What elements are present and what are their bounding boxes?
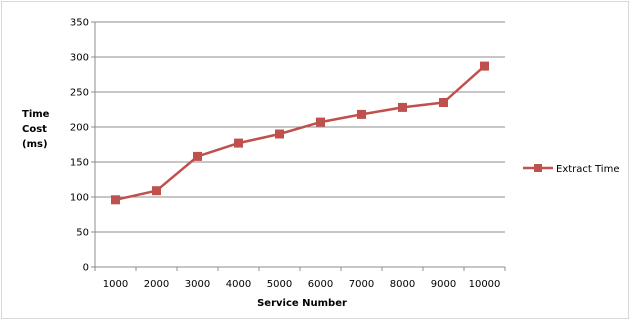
data-point-marker <box>111 195 120 205</box>
legend-label: Extract Time <box>556 164 619 175</box>
series-layer <box>111 61 489 205</box>
data-point-marker <box>193 151 202 161</box>
series-line <box>115 65 486 202</box>
y-tick-label: 200 <box>70 123 89 134</box>
y-tick-label: 150 <box>70 158 89 169</box>
data-point-marker <box>439 98 448 107</box>
x-tick-labels: 1000 2000 3000 4000 5000 6000 7000 8000 9000 1000… <box>103 279 501 290</box>
y-tick-label: 50 <box>76 228 89 239</box>
x-tick-label: 9000 <box>431 279 456 290</box>
legend: Extract Time <box>523 164 619 175</box>
x-tick-label: 5000 <box>267 279 292 290</box>
y-axis-title-line-3: (ms) <box>22 139 48 150</box>
x-tick-label: 2000 <box>144 279 169 290</box>
x-tick-label: 3000 <box>185 279 210 290</box>
legend-marker-swatch <box>534 164 542 172</box>
data-point-marker <box>480 61 489 71</box>
x-tick-label: 1000 <box>103 279 128 290</box>
x-tick-label: 8000 <box>390 279 415 290</box>
y-axis-title-line-1: Time <box>22 109 50 120</box>
data-point-marker <box>398 102 407 112</box>
data-point-marker <box>152 186 161 196</box>
x-tick-label: 10000 <box>469 279 501 290</box>
y-tick-label: 250 <box>70 88 89 99</box>
x-axis-title: Service Number <box>257 298 347 309</box>
gridlines <box>95 21 505 233</box>
data-point-marker <box>316 117 325 127</box>
data-point-marker <box>357 109 366 119</box>
y-tick-label: 0 <box>83 263 89 274</box>
y-tick-label: 350 <box>70 18 89 29</box>
x-tick-label: 6000 <box>308 279 333 290</box>
x-tick-label: 4000 <box>226 279 251 290</box>
y-axis-title-line-2: Cost <box>22 124 47 135</box>
data-point-marker <box>234 138 243 148</box>
x-tick-label: 7000 <box>349 279 374 290</box>
y-tick-label: 300 <box>70 53 89 64</box>
axes <box>91 21 506 271</box>
y-tick-label: 100 <box>70 193 89 204</box>
data-point-marker <box>275 129 284 139</box>
y-tick-labels: 0 50 100 150 200 250 300 350 <box>70 18 89 274</box>
